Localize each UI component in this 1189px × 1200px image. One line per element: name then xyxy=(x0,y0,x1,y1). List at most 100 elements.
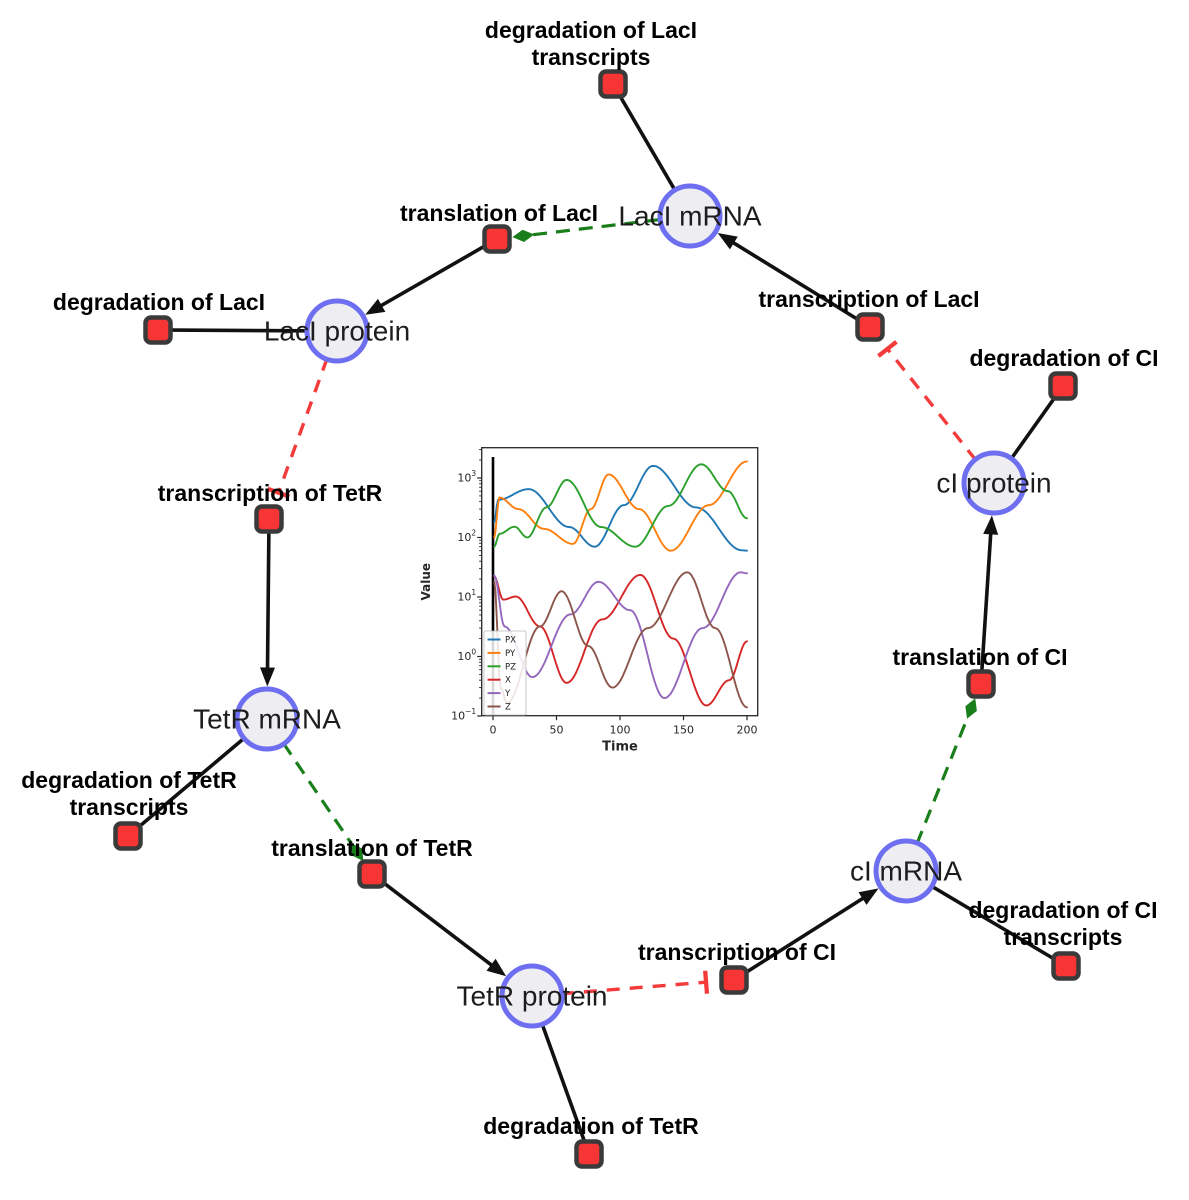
plot-line-PZ xyxy=(493,463,748,548)
legend-label-PZ: PZ xyxy=(505,662,516,672)
x-tick-label: 0 xyxy=(490,724,497,737)
plot-line-X xyxy=(493,573,748,707)
reaction-node-transcription-of-ci[interactable] xyxy=(719,965,749,995)
edge-production-transcription-of-laci-to-laci-mrna xyxy=(717,233,860,322)
reaction-label-degradation-of-tetr-transcripts: transcripts xyxy=(70,794,189,820)
legend-item-PZ: PZ xyxy=(487,662,516,672)
labels-layer: LacI mRNA LacI protein TetR mRNA TetR prote… xyxy=(21,17,1158,1139)
y-tick-label: 101 xyxy=(457,588,476,604)
edge-production-transcription-of-tetr-to-tetr-mrna xyxy=(260,532,276,687)
legend-label-Z: Z xyxy=(505,703,511,713)
reaction-label-degradation-of-tetr: degradation of TetR xyxy=(483,1113,699,1139)
modifier-arrowhead-icon xyxy=(512,229,535,243)
reaction-node-degradation-of-ci-transcripts[interactable] xyxy=(1051,951,1081,981)
arrowhead-icon xyxy=(260,667,276,687)
edge-inhibition-laci-protein-to-transcription-of-tetr xyxy=(266,357,329,499)
species-node-laci-protein[interactable] xyxy=(304,298,370,364)
species-node-laci-mrna[interactable] xyxy=(657,183,723,249)
edge-production-transcription-of-ci-to-ci-mrna xyxy=(744,888,879,975)
legend-label-PY: PY xyxy=(505,649,516,659)
species-label-tetr-mrna: TetR mRNA xyxy=(193,704,341,735)
arrowhead-icon xyxy=(717,233,738,250)
species-label-tetr-protein: TetR protein xyxy=(457,981,608,1012)
species-label-laci-mrna: LacI mRNA xyxy=(618,201,761,232)
edge-inhibition-ci-protein-to-transcription-of-laci xyxy=(877,340,978,462)
arrowhead-icon xyxy=(983,515,999,535)
edge-consumption-tetr-mrna-to-degradation-of-tetr-transcripts xyxy=(136,736,246,830)
edge-production-translation-of-ci-to-ci-protein xyxy=(980,515,999,671)
edge-consumption-laci-mrna-to-degradation-of-laci-transcripts xyxy=(617,94,677,192)
edge-modifier-tetr-mrna-to-translation-of-tetr xyxy=(281,742,364,862)
reaction-label-degradation-of-laci-transcripts: transcripts xyxy=(532,44,651,70)
reaction-label-transcription-of-ci: transcription of CI xyxy=(638,939,836,965)
y-tick-label: 100 xyxy=(457,648,476,664)
edge-modifier-ci-mrna-to-translation-of-ci xyxy=(915,698,977,845)
reaction-node-degradation-of-tetr-transcripts[interactable] xyxy=(113,821,143,851)
x-tick-label: 150 xyxy=(673,724,694,737)
reaction-label-translation-of-tetr: translation of TetR xyxy=(271,835,473,861)
y-tick-label: 102 xyxy=(457,529,476,545)
legend-item-Z: Z xyxy=(487,703,511,713)
reaction-node-degradation-of-ci[interactable] xyxy=(1048,371,1078,401)
edge-inhibition-tetr-protein-to-transcription-of-ci xyxy=(560,970,710,996)
y-tick-label: 10−1 xyxy=(451,707,476,723)
arrowhead-icon xyxy=(486,958,507,977)
species-label-laci-protein: LacI protein xyxy=(264,316,410,347)
chart-legend: PX PY PZ XYZ xyxy=(483,630,527,716)
edge-consumption-ci-protein-to-degradation-of-ci xyxy=(1009,395,1057,461)
edge-production-translation-of-laci-to-laci-protein xyxy=(365,244,486,315)
edges-layer xyxy=(136,94,1057,1143)
species-node-ci-mrna[interactable] xyxy=(873,838,939,904)
arrowhead-icon xyxy=(858,888,879,905)
legend-item-Y: Y xyxy=(487,689,511,699)
reaction-label-transcription-of-tetr: transcription of TetR xyxy=(158,480,383,506)
y-tick-label: 103 xyxy=(457,469,476,485)
inhibition-tbar-icon xyxy=(703,970,710,994)
species-node-ci-protein[interactable] xyxy=(961,450,1027,516)
nodes-layer xyxy=(113,69,1081,1169)
reaction-label-degradation-of-ci-transcripts: degradation of CI xyxy=(968,897,1157,923)
legend-label-X: X xyxy=(505,676,511,686)
reaction-label-translation-of-laci: translation of LacI xyxy=(400,200,598,226)
legend-item-PY: PY xyxy=(487,649,516,659)
y-axis-label: Value xyxy=(419,563,433,601)
reaction-label-degradation-of-laci: degradation of LacI xyxy=(53,289,265,315)
reaction-label-degradation-of-ci-transcripts: transcripts xyxy=(1004,924,1123,950)
modifier-arrowhead-icon xyxy=(965,698,977,719)
plot-line-Y xyxy=(493,571,748,700)
reaction-node-degradation-of-laci[interactable] xyxy=(143,315,173,345)
reaction-label-degradation-of-laci-transcripts: degradation of LacI xyxy=(485,17,697,43)
species-node-tetr-mrna[interactable] xyxy=(234,686,300,752)
edge-production-translation-of-tetr-to-tetr-protein xyxy=(382,881,507,977)
inhibition-tbar-icon xyxy=(266,486,291,499)
x-tick-label: 100 xyxy=(610,724,631,737)
reaction-node-transcription-of-tetr[interactable] xyxy=(254,504,284,534)
plot-series-layer xyxy=(493,460,748,709)
species-node-tetr-protein[interactable] xyxy=(499,963,565,1029)
legend-label-Y: Y xyxy=(504,689,511,699)
legend-item-PX: PX xyxy=(487,636,516,646)
plot-line-Z xyxy=(493,571,748,709)
reaction-label-translation-of-ci: translation of CI xyxy=(892,644,1067,670)
species-label-ci-protein: cI protein xyxy=(936,468,1051,499)
legend-item-X: X xyxy=(487,676,511,686)
modifier-arrowhead-icon xyxy=(350,842,364,862)
reaction-node-translation-of-ci[interactable] xyxy=(966,669,996,699)
reaction-label-degradation-of-ci: degradation of CI xyxy=(969,345,1158,371)
inhibition-tbar-icon xyxy=(877,340,898,358)
plot-line-PX xyxy=(493,464,748,552)
edge-consumption-laci-protein-to-degradation-of-laci xyxy=(170,328,309,333)
reaction-node-translation-of-tetr[interactable] xyxy=(357,859,387,889)
species-label-ci-mrna: cI mRNA xyxy=(850,856,962,887)
reaction-node-degradation-of-laci-transcripts[interactable] xyxy=(598,69,628,99)
reaction-node-degradation-of-tetr[interactable] xyxy=(574,1139,604,1169)
x-tick-label: 50 xyxy=(550,724,564,737)
reaction-node-translation-of-laci[interactable] xyxy=(482,224,512,254)
reaction-label-degradation-of-tetr-transcripts: degradation of TetR xyxy=(21,767,237,793)
reaction-node-transcription-of-laci[interactable] xyxy=(855,312,885,342)
arrowhead-icon xyxy=(365,298,386,315)
x-axis-label: Time xyxy=(602,740,638,755)
